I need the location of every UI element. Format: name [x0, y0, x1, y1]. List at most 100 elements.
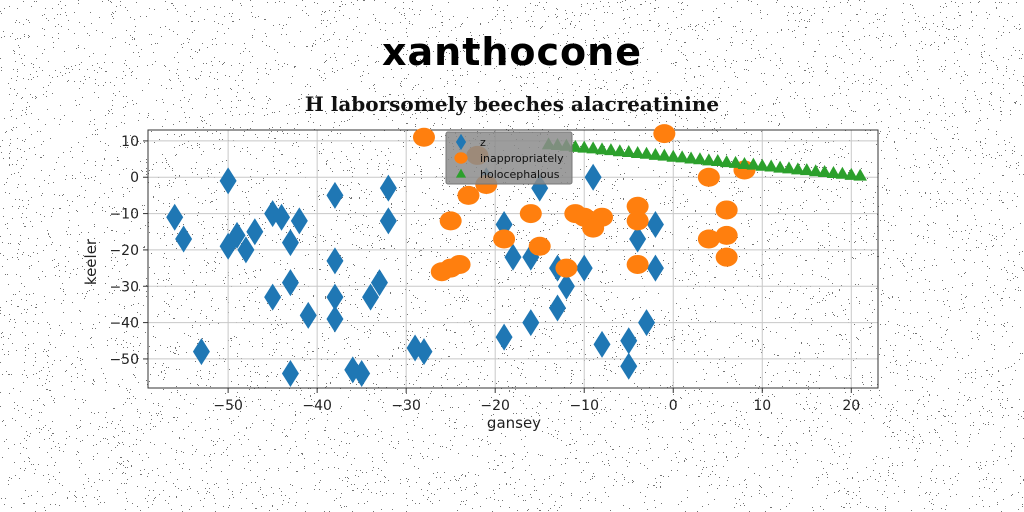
- x-tick-label: 20: [842, 398, 860, 414]
- data-point: [620, 352, 638, 380]
- data-point: [593, 330, 611, 358]
- data-point: [764, 159, 778, 172]
- data-point: [192, 338, 210, 366]
- data-point: [755, 158, 770, 171]
- data-point: [719, 155, 734, 168]
- data-point: [522, 309, 540, 337]
- data-point: [728, 155, 743, 168]
- data-point: [715, 200, 738, 220]
- data-point: [626, 254, 649, 274]
- y-tick-label: −40: [109, 316, 139, 332]
- y-tick-label: 10: [121, 134, 139, 150]
- data-point: [675, 150, 689, 163]
- data-point: [826, 166, 841, 179]
- data-point: [326, 283, 344, 311]
- data-point: [264, 283, 282, 311]
- data-point: [782, 161, 796, 174]
- data-point: [773, 160, 787, 173]
- y-tick-label: −20: [109, 243, 139, 259]
- data-point: [362, 283, 380, 311]
- data-point: [370, 269, 388, 297]
- data-point: [626, 211, 649, 231]
- series-inappropriately: [412, 124, 756, 282]
- data-point: [630, 146, 645, 159]
- data-point: [290, 207, 308, 235]
- data-point: [582, 218, 605, 238]
- data-point: [697, 229, 720, 249]
- data-point: [353, 359, 371, 387]
- data-point: [493, 229, 516, 249]
- legend-label: z: [480, 136, 486, 149]
- data-point: [504, 243, 522, 271]
- data-point: [219, 167, 237, 195]
- data-point: [621, 144, 636, 157]
- data-point: [620, 327, 638, 355]
- data-point: [799, 163, 814, 176]
- data-point: [715, 247, 738, 267]
- y-tick-label: −30: [109, 279, 139, 295]
- legend-marker: [455, 133, 467, 151]
- data-point: [281, 269, 299, 297]
- data-point: [853, 168, 867, 181]
- data-point: [228, 221, 246, 249]
- y-tick-label: −10: [109, 207, 139, 223]
- data-point: [791, 162, 805, 175]
- y-tick-label: 0: [130, 170, 139, 186]
- legend-label: inappropriately: [480, 152, 564, 165]
- data-point: [557, 272, 575, 300]
- data-point: [648, 147, 663, 160]
- data-point: [639, 146, 654, 159]
- data-point: [448, 254, 471, 274]
- data-point: [457, 185, 480, 205]
- x-tick-label: −10: [569, 398, 599, 414]
- y-axis-label: keeler: [82, 238, 100, 285]
- data-point: [638, 309, 656, 337]
- figure-suptitle: xanthocone: [382, 30, 642, 74]
- data-point: [584, 163, 602, 191]
- data-point: [604, 143, 618, 156]
- data-point: [415, 338, 433, 366]
- data-point: [326, 181, 344, 209]
- data-point: [808, 164, 823, 177]
- legend-marker: [454, 152, 468, 164]
- data-point: [519, 204, 542, 224]
- data-point: [326, 305, 344, 333]
- x-tick-label: −30: [391, 398, 421, 414]
- data-point: [844, 167, 859, 180]
- x-tick-label: −50: [213, 398, 243, 414]
- y-tick-label: −50: [109, 352, 139, 368]
- data-point: [653, 124, 676, 144]
- data-point: [693, 152, 707, 165]
- x-tick-label: −40: [302, 398, 332, 414]
- data-point: [835, 166, 850, 179]
- data-point: [528, 236, 551, 256]
- data-point: [702, 153, 716, 166]
- legend: z inappropriately holocephalous: [445, 131, 573, 185]
- legend-marker: [455, 168, 467, 178]
- data-point: [412, 127, 435, 147]
- data-point: [166, 203, 184, 231]
- data-point: [577, 140, 592, 153]
- x-axis-label: gansey: [487, 414, 541, 432]
- data-point: [737, 156, 752, 169]
- data-point: [613, 144, 627, 157]
- data-point: [237, 236, 255, 264]
- legend-label: holocephalous: [480, 168, 560, 181]
- data-point: [646, 210, 664, 238]
- data-point: [595, 142, 609, 155]
- data-point: [746, 157, 761, 170]
- data-point: [379, 207, 397, 235]
- data-point: [646, 254, 664, 282]
- data-point: [715, 225, 738, 245]
- series-z: [166, 163, 664, 387]
- data-point: [575, 254, 593, 282]
- data-point: [666, 149, 681, 162]
- data-point: [299, 301, 317, 329]
- x-tick-label: 0: [669, 398, 678, 414]
- data-point: [555, 258, 578, 278]
- data-point: [684, 151, 698, 164]
- x-tick-label: 10: [753, 398, 771, 414]
- data-point: [439, 211, 462, 231]
- data-point: [246, 218, 264, 246]
- chart-title: H laborsomely beeches alacreatinine: [304, 92, 720, 116]
